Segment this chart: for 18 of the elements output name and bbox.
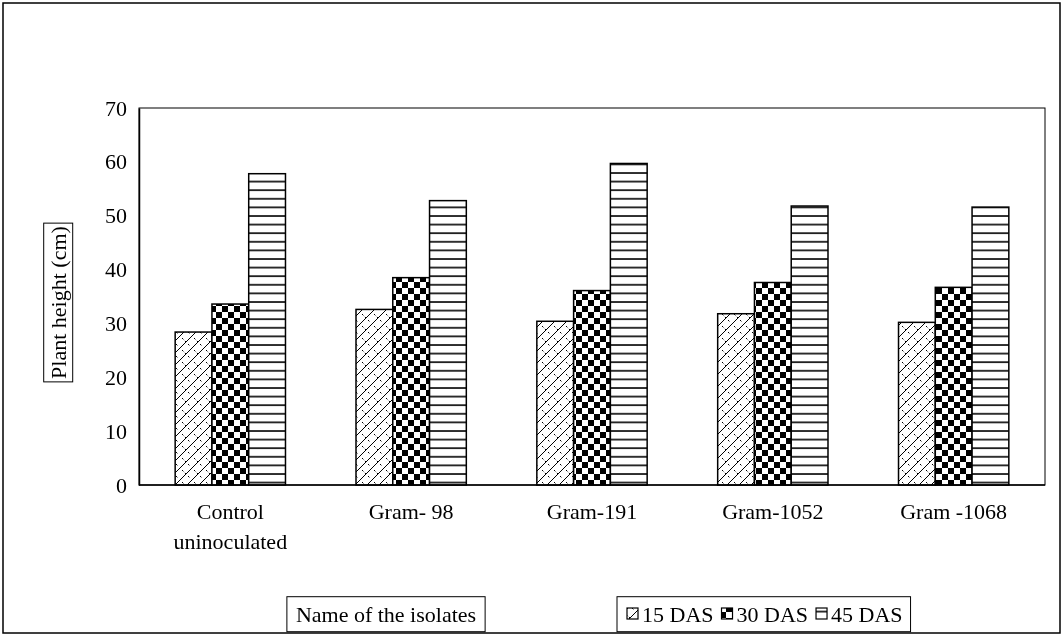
y-tick-label: 0 [116, 472, 127, 498]
y-tick-label: 60 [105, 149, 127, 175]
y-tick-label: 70 [105, 95, 127, 121]
y-tick-label: 20 [105, 364, 127, 390]
x-axis-title: Name of the isolates [295, 601, 477, 627]
x-tick-label: Gram- 98 [368, 499, 454, 524]
x-tick-label: Gram -1068 [900, 499, 1008, 524]
x-tick-label: Gram-1052 [722, 499, 824, 524]
legend-label: 30 DAS [736, 601, 809, 627]
x-tick-label: Gram-191 [546, 499, 638, 524]
y-tick-label: 40 [105, 257, 127, 283]
x-tick-label: Control uninoculated [173, 499, 288, 554]
y-axis-title: Plant height (cm) [45, 226, 71, 379]
legend-label: 45 DAS [831, 601, 903, 627]
legend-label: 15 DAS [642, 601, 714, 627]
y-tick-label: 50 [105, 203, 127, 229]
y-tick-label: 10 [105, 418, 127, 444]
y-tick-label: 30 [105, 310, 127, 336]
